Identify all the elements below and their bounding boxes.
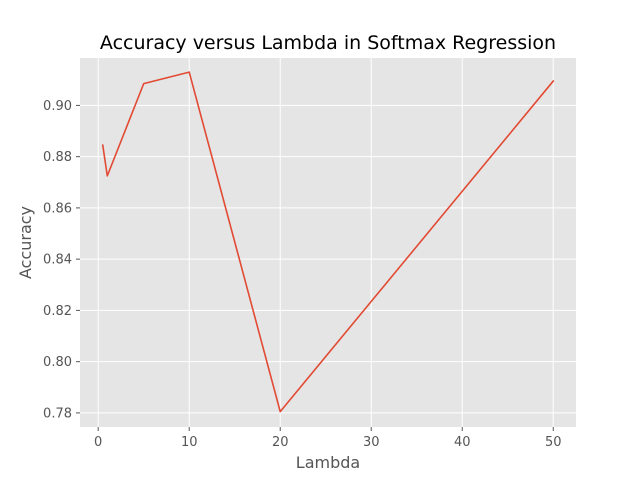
- grid-lines: [80, 58, 576, 427]
- plot-area: [80, 58, 576, 427]
- x-tick-label: 40: [454, 435, 471, 450]
- series-line-1: [101, 71, 555, 413]
- y-tick-label: 0.90: [43, 99, 72, 114]
- y-tick-label: 0.82: [43, 304, 72, 319]
- y-tick-label: 0.88: [43, 150, 72, 165]
- y-tick-label: 0.78: [43, 406, 72, 421]
- x-axis-ticks: 0 10 20 30 40 50: [94, 427, 562, 450]
- x-tick-label: 20: [272, 435, 289, 450]
- y-tick-label: 0.86: [43, 201, 72, 216]
- y-tick-label: 0.80: [43, 355, 72, 370]
- x-tick-label: 0: [94, 435, 102, 450]
- y-axis-label: Accuracy: [16, 206, 35, 279]
- x-tick-label: 10: [181, 435, 198, 450]
- series-group: [101, 71, 555, 413]
- x-tick-label: 30: [363, 435, 380, 450]
- x-axis-label: Lambda: [296, 453, 360, 472]
- y-axis-ticks: 0.78 0.80 0.82 0.84 0.86 0.88 0.90: [43, 99, 80, 421]
- chart-title: Accuracy versus Lambda in Softmax Regres…: [100, 32, 556, 54]
- y-tick-label: 0.84: [43, 253, 72, 268]
- x-tick-label: 50: [545, 435, 562, 450]
